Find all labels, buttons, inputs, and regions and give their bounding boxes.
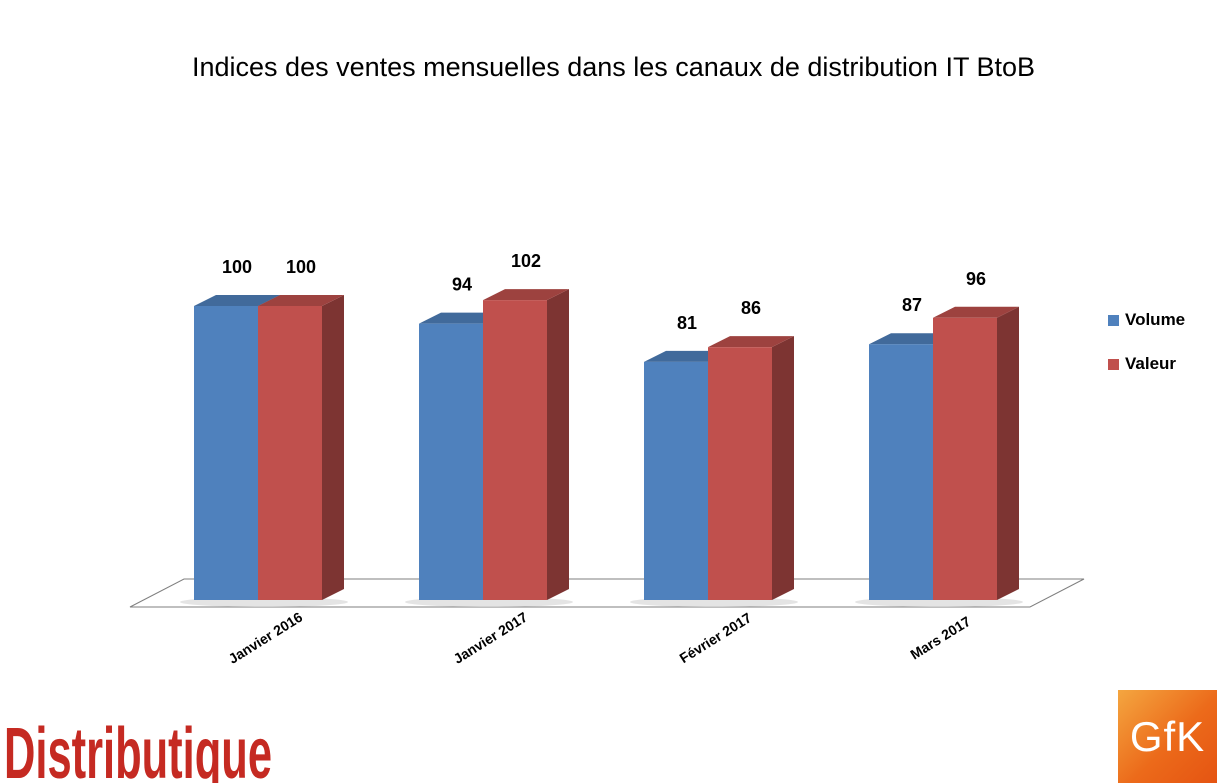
bar-front <box>869 344 933 600</box>
svg-text:Distributique: Distributique <box>4 714 272 783</box>
bar-front <box>258 306 322 600</box>
bar-valeur-2 <box>483 289 569 600</box>
bar-side <box>772 336 794 600</box>
category-label-1: Janvier 2016 <box>225 609 305 667</box>
legend-item-volume: Volume <box>1108 309 1185 331</box>
value-label-valeur-3: 86 <box>741 298 761 318</box>
bar-front <box>644 361 708 600</box>
bar-top <box>483 289 569 301</box>
bar-side <box>322 295 344 600</box>
bar-valeur-3 <box>708 336 794 600</box>
bar-top <box>708 336 794 348</box>
value-label-volume-3: 81 <box>677 313 697 333</box>
bars <box>194 289 1019 600</box>
gfk-logo: GfK <box>1118 690 1217 783</box>
legend: Volume Valeur <box>1108 309 1185 397</box>
value-label-valeur-1: 100 <box>286 257 316 277</box>
bar-front <box>483 300 547 600</box>
bar-valeur-1 <box>258 295 344 600</box>
bar-front <box>708 347 772 600</box>
distributique-logo: Distributique <box>4 714 272 783</box>
bar-top <box>933 306 1019 318</box>
value-label-valeur-4: 96 <box>966 269 986 289</box>
chart-floor <box>129 578 1085 608</box>
value-label-valeur-2: 102 <box>511 251 541 271</box>
bar-valeur-4 <box>933 306 1019 600</box>
bar-top <box>258 295 344 306</box>
category-labels: Janvier 2016 Janvier 2017 Février 2017 Mars… <box>225 609 973 667</box>
category-label-2: Janvier 2017 <box>450 609 530 667</box>
legend-swatch-valeur <box>1108 358 1119 370</box>
category-label-4: Mars 2017 <box>907 613 973 663</box>
bar-front <box>194 306 258 600</box>
bar-top <box>194 295 280 306</box>
value-label-volume-4: 87 <box>902 295 922 315</box>
legend-label-volume: Volume <box>1125 310 1186 329</box>
bar-side <box>547 289 569 600</box>
bar-front <box>419 323 483 600</box>
value-label-volume-2: 94 <box>452 275 472 295</box>
bar-front <box>933 317 997 600</box>
value-labels: 100 100 94 102 81 86 87 96 <box>222 251 986 333</box>
legend-swatch-volume <box>1108 314 1119 326</box>
value-label-volume-1: 100 <box>222 257 252 277</box>
bar-side <box>997 306 1019 600</box>
legend-label-valeur: Valeur <box>1125 354 1177 373</box>
chart-title: Indices des ventes mensuelles dans les c… <box>192 52 1035 82</box>
legend-item-valeur: Valeur <box>1108 353 1185 375</box>
category-label-3: Février 2017 <box>676 609 754 666</box>
